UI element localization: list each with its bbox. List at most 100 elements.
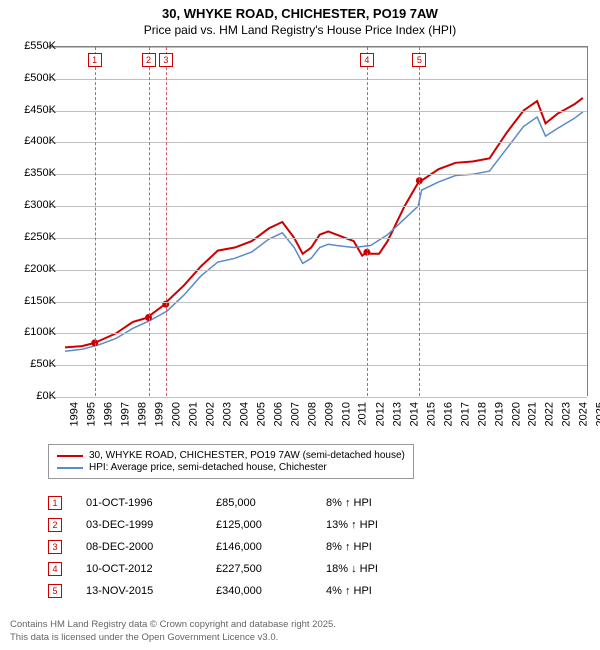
y-axis-label: £200K (12, 263, 56, 275)
legend-label: HPI: Average price, semi-detached house,… (89, 462, 327, 473)
x-axis-label: 2011 (356, 402, 368, 426)
sales-row: 3 08-DEC-2000£146,0008% ↑ HPI (48, 536, 426, 558)
sale-date: 13-NOV-2015 (86, 585, 216, 597)
x-axis-label: 2002 (204, 402, 216, 426)
gridline (48, 142, 587, 143)
x-axis-label: 1999 (153, 402, 165, 426)
chart-title: 30, WHYKE ROAD, CHICHESTER, PO19 7AW (0, 6, 600, 21)
x-axis-label: 2024 (578, 402, 590, 426)
sales-table: 101-OCT-1996£85,0008% ↑ HPI203-DEC-1999£… (48, 492, 426, 602)
legend-item: HPI: Average price, semi-detached house,… (57, 462, 405, 473)
x-axis-label: 2010 (340, 402, 352, 426)
chart-container: 30, WHYKE ROAD, CHICHESTER, PO19 7AW Pri… (0, 0, 600, 650)
series-line (65, 98, 583, 348)
sale-diff: 8% ↑ HPI (326, 497, 426, 509)
x-axis-label: 2012 (374, 402, 386, 426)
x-axis-label: 2014 (408, 402, 420, 426)
sale-date: 10-OCT-2012 (86, 563, 216, 575)
sale-diff: 8% ↑ HPI (326, 541, 426, 553)
x-axis-label: 2020 (510, 402, 522, 426)
sale-marker-line (149, 47, 150, 396)
sale-marker-line (367, 47, 368, 396)
sale-diff: 13% ↑ HPI (326, 519, 426, 531)
x-axis-label: 2008 (306, 402, 318, 426)
x-axis-label: 2025 (595, 402, 600, 426)
sale-price: £227,500 (216, 563, 326, 575)
legend-swatch (57, 455, 83, 457)
sale-marker-box: 2 (142, 53, 156, 67)
sales-row: 410-OCT-2012£227,50018% ↓ HPI (48, 558, 426, 580)
sale-number-box: 3 (48, 540, 62, 554)
x-axis-label: 2018 (476, 402, 488, 426)
y-axis-label: £500K (12, 72, 56, 84)
sale-marker-box: 3 (159, 53, 173, 67)
series-line (65, 112, 583, 351)
footer-line: This data is licensed under the Open Gov… (10, 632, 336, 644)
sale-price: £85,000 (216, 497, 326, 509)
x-axis-label: 2017 (459, 402, 471, 426)
x-axis-label: 1995 (85, 402, 97, 426)
sale-marker-line (95, 47, 96, 396)
title-block: 30, WHYKE ROAD, CHICHESTER, PO19 7AW Pri… (0, 0, 600, 39)
footer-line: Contains HM Land Registry data © Crown c… (10, 619, 336, 631)
sale-number-box: 5 (48, 584, 62, 598)
sale-price: £340,000 (216, 585, 326, 597)
sale-diff: 4% ↑ HPI (326, 585, 426, 597)
x-axis-label: 2000 (170, 402, 182, 426)
gridline (48, 47, 587, 48)
x-axis-label: 2001 (187, 402, 199, 426)
gridline (48, 270, 587, 271)
sales-row: 5 13-NOV-2015£340,0004% ↑ HPI (48, 580, 426, 602)
gridline (48, 174, 587, 175)
y-axis-label: £300K (12, 199, 56, 211)
y-axis-label: £100K (12, 326, 56, 338)
sales-row: 203-DEC-1999£125,00013% ↑ HPI (48, 514, 426, 536)
gridline (48, 238, 587, 239)
sale-price: £146,000 (216, 541, 326, 553)
chart-svg (48, 47, 587, 396)
y-axis-label: £400K (12, 135, 56, 147)
legend-swatch (57, 467, 83, 469)
x-axis-label: 2019 (493, 402, 505, 426)
x-axis-label: 2022 (544, 402, 556, 426)
legend-item: 30, WHYKE ROAD, CHICHESTER, PO19 7AW (se… (57, 450, 405, 461)
gridline (48, 206, 587, 207)
y-axis-label: £50K (12, 358, 56, 370)
x-axis-label: 2006 (272, 402, 284, 426)
sale-number-box: 2 (48, 518, 62, 532)
sales-row: 1 01-OCT-1996£85,0008% ↑ HPI (48, 492, 426, 514)
x-axis-label: 1998 (136, 402, 148, 426)
gridline (48, 302, 587, 303)
x-axis-label: 2009 (323, 402, 335, 426)
x-axis-label: 2021 (527, 402, 539, 426)
sale-date: 01-OCT-1996 (86, 497, 216, 509)
y-axis-label: £450K (12, 104, 56, 116)
x-axis-label: 2013 (391, 402, 403, 426)
sale-date: 08-DEC-2000 (86, 541, 216, 553)
sale-marker-line (166, 47, 167, 396)
x-axis-label: 1994 (68, 402, 80, 426)
x-axis-label: 2015 (425, 402, 437, 426)
y-axis-label: £0K (12, 390, 56, 402)
x-axis-label: 1996 (102, 402, 114, 426)
x-axis-label: 2004 (238, 402, 250, 426)
x-axis-label: 2003 (221, 402, 233, 426)
sale-number-box: 1 (48, 496, 62, 510)
x-axis-label: 2023 (561, 402, 573, 426)
sale-price: £125,000 (216, 519, 326, 531)
x-axis-label: 1997 (119, 402, 131, 426)
y-axis-label: £350K (12, 167, 56, 179)
gridline (48, 397, 587, 398)
gridline (48, 333, 587, 334)
y-axis-label: £550K (12, 40, 56, 52)
sale-marker-box: 1 (88, 53, 102, 67)
legend-label: 30, WHYKE ROAD, CHICHESTER, PO19 7AW (se… (89, 450, 405, 461)
sale-number-box: 4 (48, 562, 62, 576)
gridline (48, 79, 587, 80)
chart-plot-area: 12345 (48, 46, 588, 396)
sale-marker-line (419, 47, 420, 396)
x-axis-label: 2016 (442, 402, 454, 426)
y-axis-label: £250K (12, 231, 56, 243)
x-axis-label: 2005 (255, 402, 267, 426)
x-axis-label: 2007 (289, 402, 301, 426)
